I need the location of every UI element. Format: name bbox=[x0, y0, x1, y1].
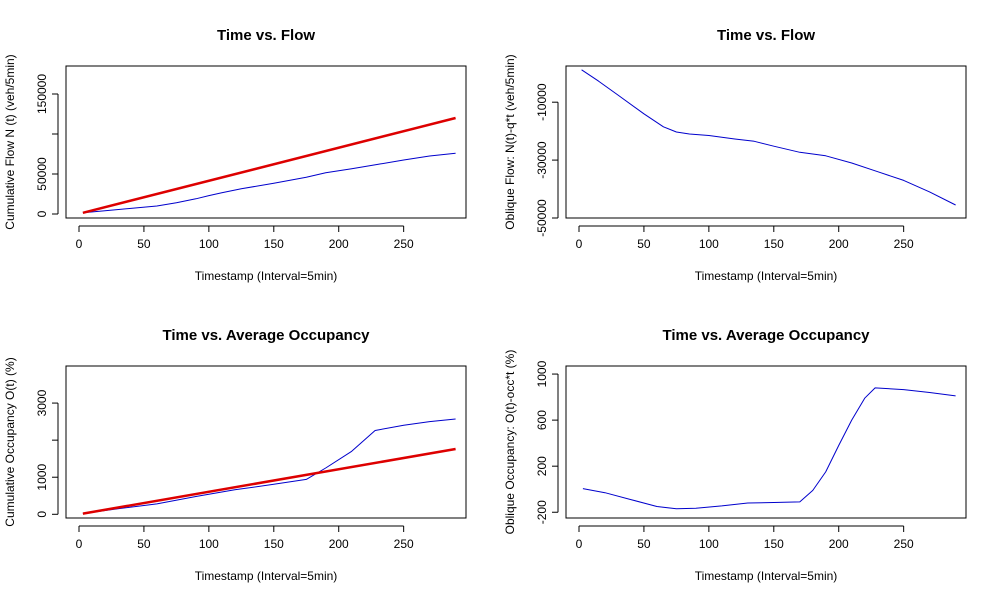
chart-panel-oblique-flow: Time vs. Flow 0 50 100 150 200 250 -50000 -30000… bbox=[503, 27, 967, 283]
chart-panel-occupancy: Time vs. Average Occupancy 0 50 100 150 200 25… bbox=[3, 327, 467, 583]
y-axis-title: Cumulative Flow N (t) (veh/5min) bbox=[3, 54, 17, 229]
plot-frame bbox=[65, 65, 467, 219]
plot-frame bbox=[65, 365, 467, 519]
x-tick-label: 0 bbox=[76, 537, 83, 551]
x-tick-label: 50 bbox=[137, 537, 151, 551]
x-axis-title: Timestamp (Interval=5min) bbox=[195, 569, 338, 583]
x-tick-label: 100 bbox=[199, 237, 219, 251]
y-tick-label: 3000 bbox=[35, 389, 49, 416]
x-tick-label: 250 bbox=[894, 237, 914, 251]
chart-title: Time vs. Average Occupancy bbox=[662, 327, 870, 344]
x-tick-label: 200 bbox=[329, 237, 349, 251]
y-tick-label: 0 bbox=[35, 511, 49, 518]
y-tick-label: -200 bbox=[535, 500, 549, 524]
y-tick-label: 600 bbox=[535, 410, 549, 430]
x-tick-label: 100 bbox=[699, 537, 719, 551]
x-tick-label: 100 bbox=[199, 537, 219, 551]
y-tick-label: 50000 bbox=[35, 157, 49, 191]
x-tick-label: 250 bbox=[394, 537, 414, 551]
y-tick-label: -10000 bbox=[535, 83, 549, 121]
y-tick-label: 1000 bbox=[535, 360, 549, 387]
x-tick-label: 250 bbox=[394, 237, 414, 251]
series-line-1 bbox=[82, 447, 456, 515]
chart-panel-flow: Time vs. Flow 0 50 100 150 200 250 0 50000 150000… bbox=[3, 27, 467, 283]
y-axis-title: Oblique Flow: N(t)-q*t (veh/5min) bbox=[503, 54, 517, 229]
x-tick-label: 200 bbox=[329, 537, 349, 551]
x-axis-title: Timestamp (Interval=5min) bbox=[195, 269, 338, 283]
y-tick-label: -30000 bbox=[535, 141, 549, 179]
x-tick-label: 150 bbox=[264, 537, 284, 551]
x-axis-title: Timestamp (Interval=5min) bbox=[695, 269, 838, 283]
y-tick-label: -50000 bbox=[535, 199, 549, 237]
series-line-0 bbox=[82, 152, 456, 214]
x-tick-label: 200 bbox=[829, 537, 849, 551]
x-tick-label: 200 bbox=[829, 237, 849, 251]
series-line-0 bbox=[82, 418, 456, 515]
chart-title: Time vs. Average Occupancy bbox=[162, 327, 370, 344]
x-tick-label: 0 bbox=[576, 537, 583, 551]
y-tick-label: 0 bbox=[35, 210, 49, 217]
series-line-0 bbox=[582, 387, 956, 510]
x-tick-label: 150 bbox=[764, 537, 784, 551]
y-tick-label: 150000 bbox=[35, 74, 49, 114]
x-tick-label: 50 bbox=[637, 537, 651, 551]
x-tick-label: 150 bbox=[264, 237, 284, 251]
x-tick-label: 0 bbox=[576, 237, 583, 251]
chart-panel-oblique-occupancy: Time vs. Average Occupancy 0 50 100 150 200 25… bbox=[503, 327, 967, 583]
plot-frame bbox=[565, 65, 967, 219]
chart-title: Time vs. Flow bbox=[717, 27, 815, 44]
y-axis-title: Oblique Occupancy: O(t)-occ*t (%) bbox=[503, 350, 517, 535]
x-tick-label: 250 bbox=[894, 537, 914, 551]
x-axis-title: Timestamp (Interval=5min) bbox=[695, 569, 838, 583]
series-line-0 bbox=[581, 69, 956, 206]
x-tick-label: 0 bbox=[76, 237, 83, 251]
series-line-1 bbox=[82, 116, 456, 215]
x-tick-label: 100 bbox=[699, 237, 719, 251]
chart-title: Time vs. Flow bbox=[217, 27, 315, 44]
y-tick-label: 200 bbox=[535, 456, 549, 476]
plot-frame bbox=[565, 365, 967, 519]
y-tick-label: 1000 bbox=[35, 464, 49, 491]
x-tick-label: 50 bbox=[137, 237, 151, 251]
x-tick-label: 50 bbox=[637, 237, 651, 251]
y-axis-title: Cumulative Occupancy O(t) (%) bbox=[3, 357, 17, 526]
x-tick-label: 150 bbox=[764, 237, 784, 251]
